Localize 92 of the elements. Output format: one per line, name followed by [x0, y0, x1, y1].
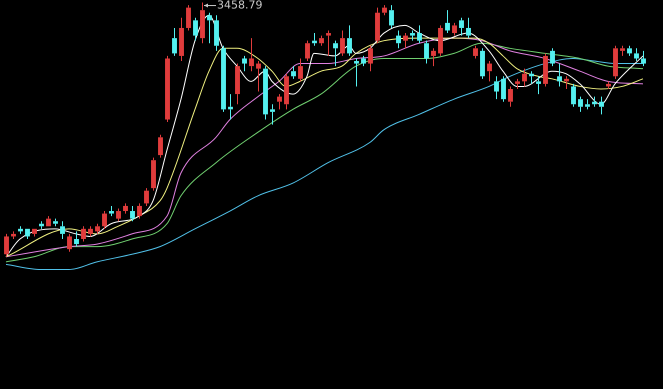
candlestick [158, 134, 163, 158]
candlestick [130, 205, 135, 222]
candlestick [60, 220, 65, 240]
candlestick [438, 24, 443, 56]
candlestick [235, 63, 240, 105]
candlestick [214, 14, 219, 52]
candlestick [550, 48, 555, 67]
candlestick [137, 202, 142, 220]
candlestick [53, 218, 58, 227]
candlestick [459, 17, 464, 36]
candlestick [606, 80, 611, 90]
candlestick [417, 24, 422, 44]
candlestick [228, 94, 233, 120]
candlestick [165, 55, 170, 123]
candlestick [354, 58, 359, 87]
candlestick [466, 17, 471, 39]
candlestick [431, 48, 436, 67]
candlestick [585, 98, 590, 110]
candlestick [368, 45, 373, 72]
candlestick [340, 30, 345, 56]
candlestick [11, 230, 16, 240]
candlestick [298, 58, 303, 82]
candlestick [410, 30, 415, 42]
candlestick [179, 17, 184, 62]
candlestick [25, 228, 30, 240]
candlestick [361, 55, 366, 67]
candlestick [74, 230, 79, 248]
candlestick [144, 188, 149, 206]
candlestick [382, 4, 387, 16]
candlestick [522, 68, 527, 87]
candlestick [312, 32, 317, 46]
annotation: 3458.79 [216, 0, 262, 12]
candlestick [109, 205, 114, 217]
candlestick [389, 4, 394, 28]
candlestick [515, 78, 520, 90]
candlestick [529, 70, 534, 84]
candlestick [620, 45, 625, 56]
candlestick [193, 17, 198, 42]
candlestick [578, 96, 583, 112]
candlestick [494, 76, 499, 100]
candlestick [270, 104, 275, 126]
candlestick [403, 32, 408, 49]
candlestick [242, 55, 247, 72]
candlestick [326, 30, 331, 56]
candlestick [249, 38, 254, 72]
candlestick [116, 208, 121, 222]
candlestick [123, 202, 128, 214]
candlestick [46, 216, 51, 226]
candlestick [599, 96, 604, 115]
candlestick [102, 210, 107, 230]
candlestick [424, 40, 429, 64]
candlestick [18, 226, 23, 234]
candlestick [172, 27, 177, 56]
candlestick [305, 40, 310, 62]
candlestick [536, 76, 541, 95]
candlestick [333, 40, 338, 67]
candlestick [207, 12, 212, 44]
candlestick [396, 30, 401, 49]
candlestick [347, 24, 352, 56]
candlestick [592, 96, 597, 108]
candlestick [221, 45, 226, 112]
candlestick [39, 220, 44, 230]
candlestick [543, 52, 548, 87]
candlestick [277, 94, 282, 110]
candlestick [88, 226, 93, 237]
candlestick [480, 48, 485, 80]
candlestick [284, 73, 289, 110]
candlestick [564, 76, 569, 90]
candlestick [67, 233, 72, 252]
candlestick [557, 63, 562, 87]
candlestick [4, 233, 9, 258]
candlestick [613, 45, 618, 80]
candlestick [487, 60, 492, 82]
candlestick [263, 66, 268, 120]
candlestick [634, 48, 639, 62]
candlestick [256, 60, 261, 92]
candlestick [291, 66, 296, 80]
candlestick [375, 7, 380, 44]
candlestick [452, 22, 457, 36]
candlestick [32, 228, 37, 237]
candlestick [508, 86, 513, 108]
candlestick [473, 45, 478, 59]
candlestick [501, 76, 506, 102]
candlestick [81, 226, 86, 242]
candlestick [186, 4, 191, 32]
candlestick [627, 45, 632, 56]
candlestick [151, 157, 156, 192]
candlestick [445, 10, 450, 34]
candlestick [95, 223, 100, 234]
candlestick [641, 50, 646, 67]
candlestick [571, 83, 576, 108]
candlestick [319, 35, 324, 46]
